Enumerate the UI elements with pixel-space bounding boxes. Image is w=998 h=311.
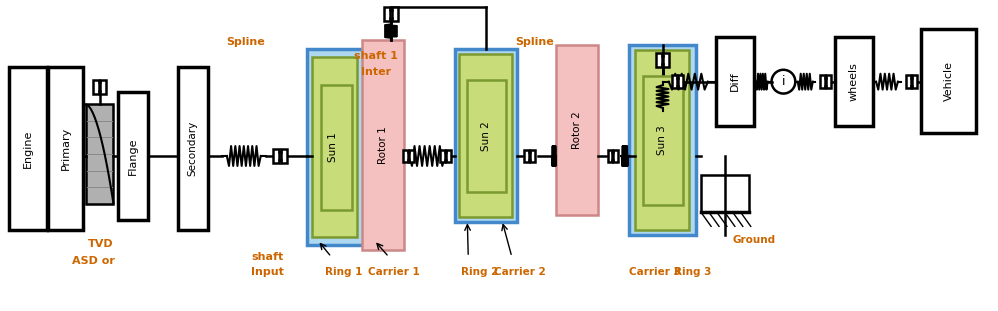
Bar <box>663 53 669 67</box>
Bar <box>672 75 677 88</box>
Bar <box>614 150 619 162</box>
Text: Diff: Diff <box>730 72 740 91</box>
Bar <box>819 75 824 88</box>
Text: Sun 2: Sun 2 <box>481 121 491 151</box>
Bar <box>716 37 753 126</box>
Text: Sun 3: Sun 3 <box>657 125 667 155</box>
Bar <box>678 75 683 88</box>
Text: i: i <box>781 75 785 88</box>
Bar <box>306 49 384 245</box>
Bar <box>629 45 697 235</box>
Bar <box>93 80 99 94</box>
Text: Ring 1: Ring 1 <box>324 267 362 277</box>
Text: Sun 1: Sun 1 <box>327 132 337 162</box>
Bar <box>409 150 414 162</box>
Text: Ground: Ground <box>733 235 776 245</box>
Bar <box>835 37 872 126</box>
Text: Rotor 1: Rotor 1 <box>378 126 388 164</box>
Bar <box>455 49 517 222</box>
Text: Ring 3: Ring 3 <box>675 267 712 277</box>
Text: Ring 2: Ring 2 <box>461 267 499 277</box>
Bar <box>391 7 397 21</box>
Bar <box>906 75 911 88</box>
Bar <box>384 7 390 21</box>
Text: Engine: Engine <box>23 129 33 168</box>
Bar <box>403 150 408 162</box>
Text: Vehicle: Vehicle <box>943 61 953 101</box>
Bar <box>702 175 748 212</box>
Text: shaft: shaft <box>250 252 283 262</box>
Text: ASD or: ASD or <box>72 256 115 266</box>
Text: Inter: Inter <box>361 67 391 77</box>
Bar <box>178 67 208 230</box>
Bar <box>280 149 286 163</box>
Text: Input: Input <box>250 267 283 277</box>
Text: TVD: TVD <box>88 239 114 249</box>
Bar <box>635 50 690 230</box>
Text: Flange: Flange <box>129 137 139 175</box>
Bar <box>362 40 404 250</box>
Bar <box>311 57 357 237</box>
Bar <box>273 149 279 163</box>
Text: Spline: Spline <box>226 37 264 47</box>
Bar <box>48 67 83 230</box>
Text: shaft 1: shaft 1 <box>354 51 398 61</box>
Bar <box>530 150 535 162</box>
Bar <box>9 67 47 230</box>
Text: Carrier 2: Carrier 2 <box>494 267 546 277</box>
Bar <box>825 75 830 88</box>
Text: Secondary: Secondary <box>188 121 198 176</box>
Bar <box>86 104 114 204</box>
Bar <box>100 80 106 94</box>
Bar <box>119 91 148 220</box>
Text: Carrier 3: Carrier 3 <box>629 267 681 277</box>
Bar <box>446 150 451 162</box>
Bar <box>524 150 529 162</box>
Bar <box>608 150 613 162</box>
Text: Primary: Primary <box>61 127 71 170</box>
Bar <box>656 53 662 67</box>
Text: wheels: wheels <box>849 62 859 101</box>
Bar <box>912 75 917 88</box>
Bar <box>320 85 352 210</box>
Bar <box>643 76 684 205</box>
Text: Rotor 2: Rotor 2 <box>572 111 582 149</box>
Bar <box>467 80 506 192</box>
Text: Carrier 1: Carrier 1 <box>368 267 420 277</box>
Text: Spline: Spline <box>515 37 554 47</box>
Bar <box>459 54 512 217</box>
Bar <box>921 29 976 133</box>
Bar <box>440 150 445 162</box>
Bar <box>557 45 598 216</box>
